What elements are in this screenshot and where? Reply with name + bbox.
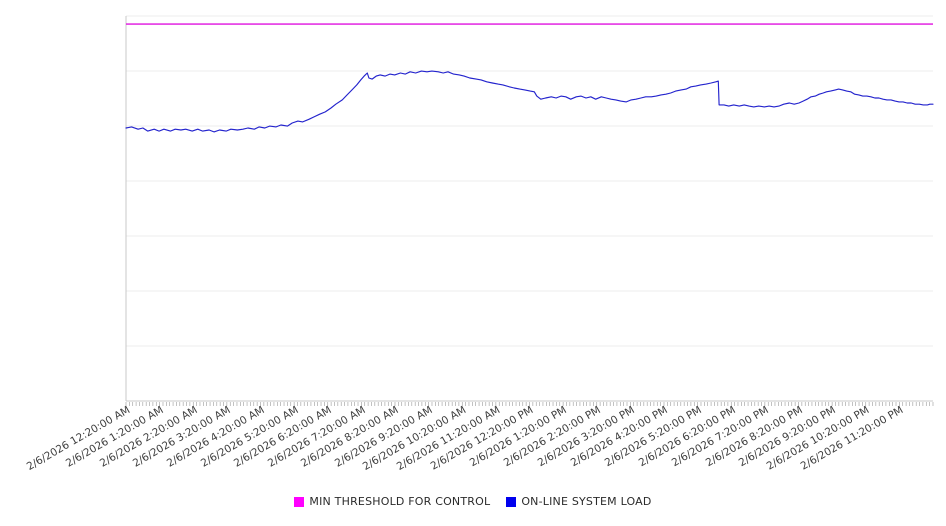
legend-label-min-threshold: MIN THRESHOLD FOR CONTROL — [309, 495, 491, 508]
legend-swatch-system-load-icon — [506, 496, 517, 507]
legend-item-min-threshold: MIN THRESHOLD FOR CONTROL — [294, 495, 490, 508]
legend-swatch-min-threshold-icon — [294, 496, 305, 507]
legend-item-system-load: ON-LINE SYSTEM LOAD — [506, 495, 651, 508]
legend: MIN THRESHOLD FOR CONTROL ON-LINE SYSTEM… — [0, 495, 946, 508]
legend-label-system-load: ON-LINE SYSTEM LOAD — [521, 495, 652, 508]
